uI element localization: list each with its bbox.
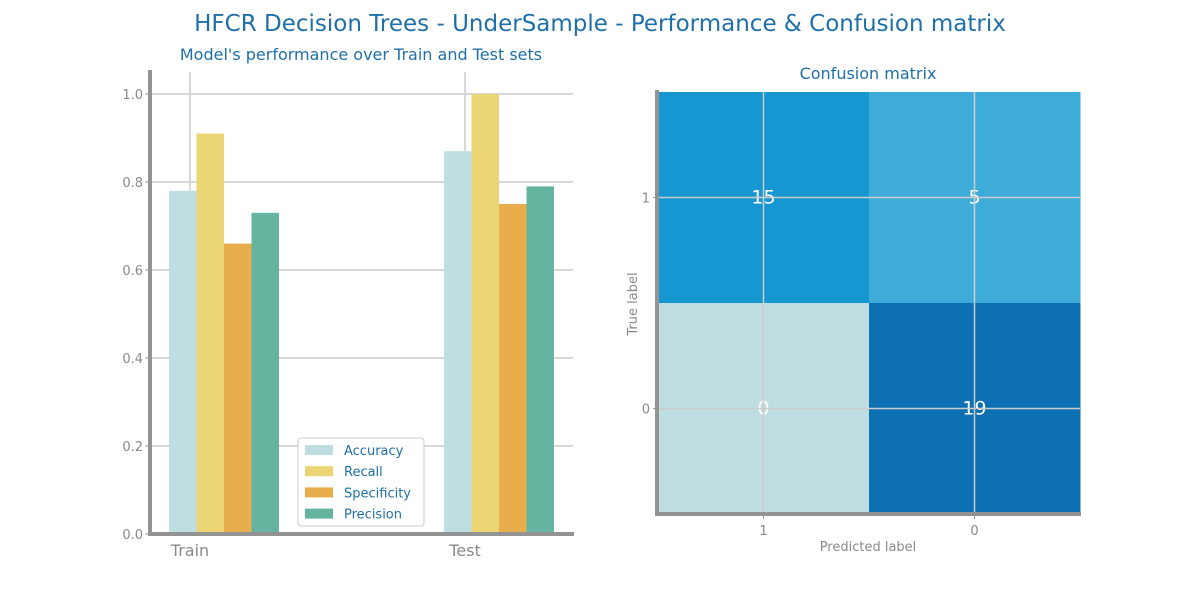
legend-label-specificity: Specificity <box>344 486 411 501</box>
confusion-matrix-gridlines <box>658 92 1080 514</box>
bar-chart-bars <box>169 94 554 535</box>
legend-label-recall: Recall <box>344 465 383 480</box>
figure-title: HFCR Decision Trees - UnderSample - Perf… <box>194 11 1006 37</box>
legend-swatch-accuracy <box>305 445 333 455</box>
bar-recall-train <box>196 133 224 534</box>
confusion-matrix-cells: 155019 <box>658 92 1081 515</box>
confusion-matrix-title: Confusion matrix <box>800 64 937 83</box>
bar-x-tick-label: Test <box>448 541 481 560</box>
bar-specificity-train <box>224 243 252 534</box>
legend-box <box>297 437 425 527</box>
cm-x-tick-label: 0 <box>970 524 978 539</box>
legend-swatch-recall <box>305 466 333 477</box>
bar-chart: Model's performance over Train and Test … <box>122 45 574 560</box>
bar-specificity-test <box>499 204 527 534</box>
bar-y-tick-label: 1.0 <box>122 88 143 103</box>
bar-y-tick-label: 0.2 <box>122 440 143 455</box>
bar-chart-title: Model's performance over Train and Test … <box>180 45 542 64</box>
bar-y-tick-label: 0.8 <box>122 176 143 191</box>
confusion-matrix-tick-labels: 1 1 0 0 <box>642 192 979 540</box>
bar-y-tick-label: 0.0 <box>122 528 143 543</box>
cm-x-tick-label: 1 <box>759 524 767 539</box>
bar-chart-tick-labels: 0.0 0.2 0.4 0.6 0.8 1.0 Train Test <box>122 88 480 560</box>
legend-label-accuracy: Accuracy <box>344 444 404 459</box>
confusion-matrix-chart: Confusion matrix 155019 1 1 0 0 Predicted l… <box>626 64 1081 555</box>
bar-precision-train <box>251 212 279 535</box>
bar-y-tick-label: 0.4 <box>122 352 143 367</box>
legend-swatch-specificity <box>305 487 333 498</box>
bar-chart-legend: Accuracy Recall Specificity Precision <box>297 437 425 527</box>
legend-label-precision: Precision <box>344 508 402 523</box>
cm-y-tick-label: 1 <box>642 192 650 207</box>
confusion-matrix-axes <box>653 90 1081 519</box>
confusion-matrix-ylabel: True label <box>626 272 641 336</box>
cm-y-tick-label: 0 <box>642 403 650 418</box>
bar-recall-test <box>471 94 499 534</box>
bar-x-tick-label: Train <box>170 541 209 560</box>
bar-y-tick-label: 0.6 <box>122 264 143 279</box>
legend-swatch-precision <box>305 508 333 519</box>
bar-accuracy-train <box>169 190 197 535</box>
bar-accuracy-test <box>444 151 472 534</box>
confusion-matrix-xlabel: Predicted label <box>820 540 917 555</box>
bar-precision-test <box>526 186 554 534</box>
bar-chart-axes <box>145 70 574 536</box>
